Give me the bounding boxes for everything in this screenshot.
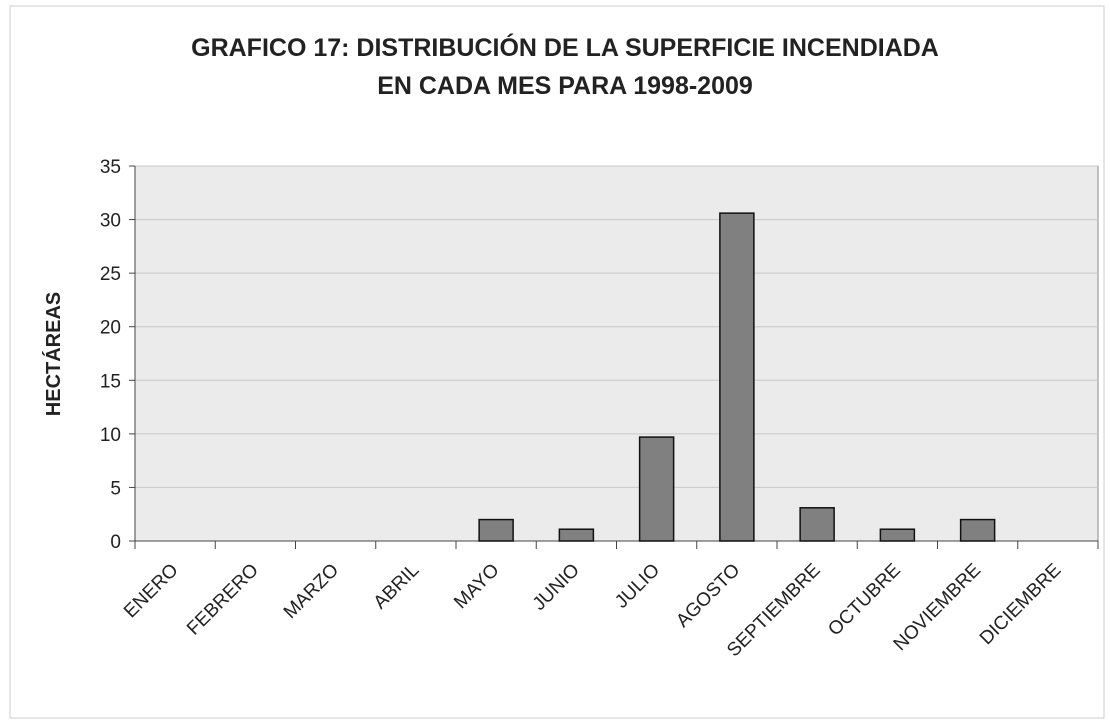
bar <box>959 518 996 542</box>
y-tick-label: 25 <box>100 264 121 285</box>
bar <box>799 507 835 542</box>
y-tick-label: 20 <box>100 318 121 339</box>
y-tick-label: 35 <box>100 157 121 178</box>
y-axis-label: HECTÁREAS <box>42 292 65 416</box>
bar <box>638 436 675 542</box>
chart-title: EN CADA MES PARA 1998-2009 <box>377 72 753 100</box>
bar <box>558 528 595 542</box>
chart-title: GRAFICO 17: DISTRIBUCIÓN DE LA SUPERFICI… <box>191 32 939 62</box>
y-tick-label: 30 <box>100 211 121 232</box>
plot-area <box>134 165 1099 542</box>
bar <box>879 528 916 542</box>
bar <box>719 212 755 542</box>
bar <box>478 518 514 542</box>
y-tick-label: 0 <box>110 532 121 553</box>
y-tick-label: 5 <box>110 478 121 499</box>
y-tick-label: 10 <box>100 425 121 446</box>
y-tick-label: 15 <box>100 371 121 392</box>
